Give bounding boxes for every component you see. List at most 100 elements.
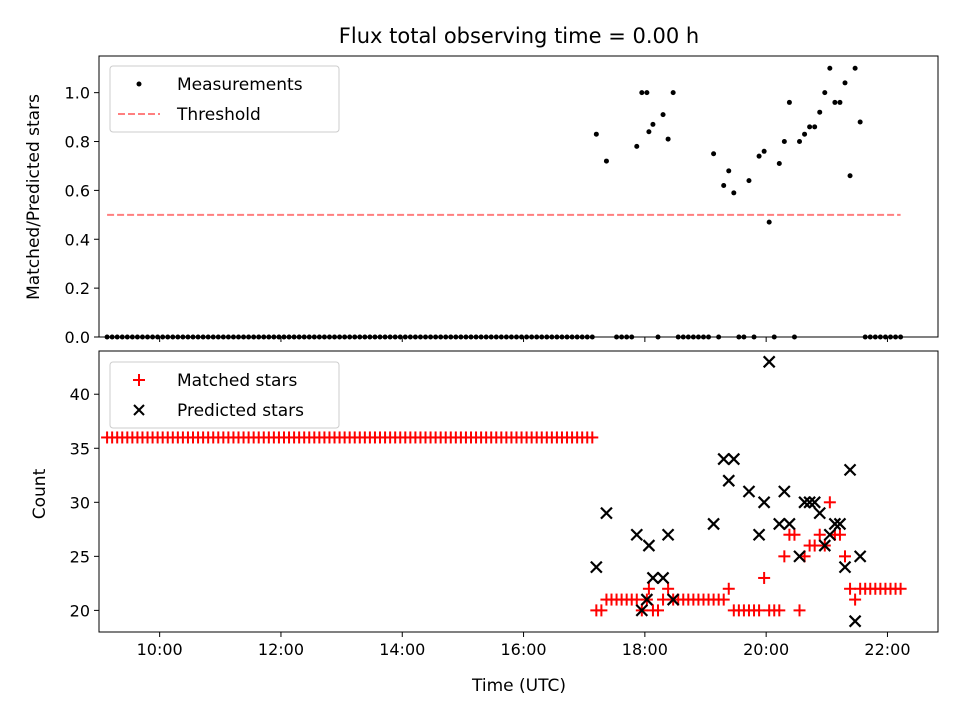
legend-label-threshold: Threshold bbox=[176, 105, 261, 125]
measurement-point bbox=[746, 178, 752, 184]
x-tick-label: 22:00 bbox=[864, 640, 910, 659]
matched-point bbox=[595, 604, 608, 617]
predicted-point bbox=[833, 517, 847, 531]
predicted-point-b bbox=[666, 593, 680, 606]
measurement-point bbox=[797, 139, 803, 145]
top-axes-frame bbox=[98, 55, 939, 338]
matched-point bbox=[630, 593, 643, 606]
predicted-point-b bbox=[742, 485, 756, 498]
predicted-point bbox=[656, 571, 670, 585]
legend-marker-predicted bbox=[133, 404, 145, 416]
matched-point bbox=[651, 604, 664, 617]
predicted-point bbox=[818, 539, 832, 552]
predicted-point-b bbox=[773, 517, 786, 531]
predicted-point-b bbox=[642, 539, 656, 552]
predicted-point bbox=[717, 452, 730, 466]
predicted-point-b bbox=[783, 517, 796, 531]
predicted-point-b bbox=[808, 496, 821, 509]
predicted-point-b bbox=[813, 506, 827, 520]
bottom-axes-frame bbox=[98, 350, 939, 633]
matched-point bbox=[894, 582, 907, 595]
predicted-point bbox=[727, 452, 741, 466]
predicted-point-b bbox=[646, 571, 660, 585]
bottom-panel: 20 25 30 35 40 10:00 12:00 14:00 16:00 18:00 20:0… bbox=[30, 350, 939, 696]
y-tick-label: 30 bbox=[70, 493, 90, 512]
y-tick-label: 20 bbox=[70, 601, 90, 620]
x-tick-label: 18:00 bbox=[622, 640, 668, 659]
measurement-point bbox=[644, 90, 650, 96]
predicted-point-b bbox=[661, 528, 675, 542]
predicted-point bbox=[707, 517, 720, 531]
chart-title: Flux total observing time = 0.00 h bbox=[339, 24, 699, 48]
measurement-point bbox=[802, 131, 808, 137]
legend-label-matched: Matched stars bbox=[177, 371, 297, 391]
x-tick-label: 14:00 bbox=[379, 640, 425, 659]
predicted-point-b bbox=[803, 496, 816, 509]
measurement-point bbox=[665, 136, 671, 142]
measurement-point bbox=[603, 158, 609, 164]
predicted-point bbox=[642, 539, 656, 552]
matched-point bbox=[778, 550, 791, 563]
predicted-point-b bbox=[833, 517, 847, 531]
measurement-point bbox=[646, 129, 652, 135]
predicted-point-b bbox=[823, 528, 837, 542]
predicted-point-b bbox=[727, 452, 741, 466]
measurement-point bbox=[593, 131, 599, 137]
matched-point bbox=[642, 582, 655, 595]
predicted-point-b bbox=[828, 517, 842, 531]
predicted-point-b bbox=[717, 452, 730, 466]
matched-point bbox=[813, 528, 826, 541]
y-tick-label: 0.4 bbox=[65, 230, 90, 249]
predicted-point-b bbox=[630, 528, 644, 542]
measurement-point bbox=[721, 183, 727, 189]
predicted-point-b bbox=[793, 550, 806, 563]
measurement-point bbox=[827, 65, 833, 71]
matched-point bbox=[657, 593, 670, 606]
predicted-point bbox=[722, 474, 736, 487]
predicted-point bbox=[838, 560, 852, 574]
top-panel: 0.0 0.2 0.4 0.6 0.8 1.0 Matched/Predicted sta… bbox=[24, 55, 939, 347]
predicted-point bbox=[808, 496, 821, 509]
predicted-point bbox=[853, 550, 867, 563]
matched-point bbox=[833, 528, 846, 541]
measurement-point bbox=[670, 90, 676, 96]
matched-point bbox=[808, 539, 821, 552]
bottom-y-ticks: 20 25 30 35 40 bbox=[70, 385, 99, 620]
predicted-point-b bbox=[853, 550, 867, 563]
measurement-point bbox=[756, 153, 762, 159]
predicted-point-b bbox=[640, 593, 654, 606]
y-tick-label: 0.0 bbox=[65, 328, 90, 347]
x-axis-label: Time (UTC) bbox=[471, 676, 566, 696]
x-tick-label: 16:00 bbox=[500, 640, 546, 659]
predicted-point bbox=[661, 528, 675, 542]
matched-point bbox=[586, 431, 599, 444]
measurement-point bbox=[807, 124, 813, 130]
matched-point bbox=[753, 604, 766, 617]
matched-point bbox=[793, 604, 806, 617]
measurement-point bbox=[852, 65, 858, 71]
predicted-point bbox=[848, 614, 862, 628]
y-tick-label: 0.6 bbox=[65, 181, 90, 200]
y-tick-label: 0.8 bbox=[65, 133, 90, 152]
measurement-point bbox=[639, 90, 645, 96]
legend-label-measurements: Measurements bbox=[177, 75, 303, 95]
matched-point bbox=[662, 582, 675, 595]
predicted-point bbox=[752, 528, 766, 542]
predicted-point bbox=[600, 506, 613, 520]
legend-marker-measurements bbox=[136, 81, 142, 87]
bottom-x-ticks: 10:00 12:00 14:00 16:00 18:00 20:00 22:00 bbox=[137, 632, 911, 659]
measurement-point bbox=[832, 99, 838, 105]
predicted-point bbox=[843, 463, 857, 477]
measurement-point bbox=[857, 119, 863, 125]
predicted-point bbox=[646, 571, 660, 585]
predicted-point bbox=[823, 528, 837, 542]
predicted-point-b bbox=[843, 463, 857, 477]
measurement-point bbox=[726, 168, 732, 174]
predicted-point bbox=[640, 593, 654, 606]
y-tick-label: 25 bbox=[70, 547, 90, 566]
matched-point bbox=[758, 571, 771, 584]
predicted-point-b bbox=[818, 539, 832, 552]
measurement-point bbox=[766, 219, 772, 225]
predicted-point-b bbox=[752, 528, 766, 542]
